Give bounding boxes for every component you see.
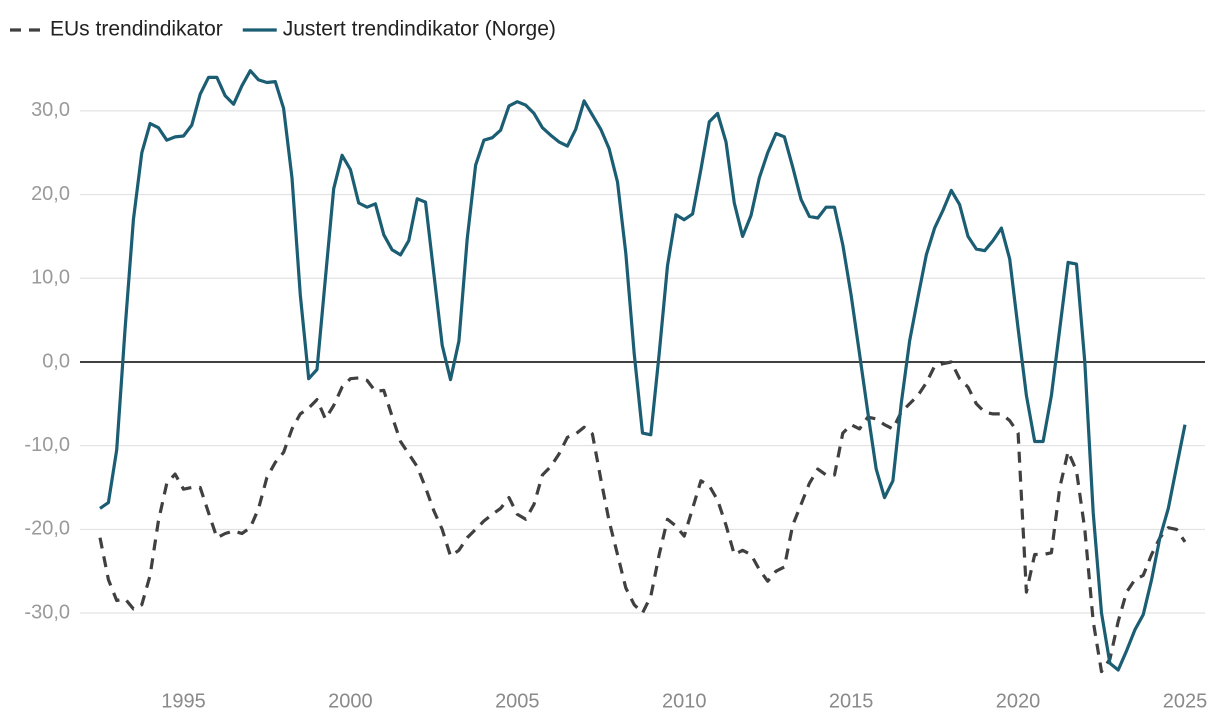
x-tick-label: 2015 [829,690,874,712]
legend-label: EUs trendindikator [50,18,223,41]
y-tick-label: 10,0 [31,267,70,289]
y-tick-label: -30,0 [24,601,70,623]
x-tick-label: 1995 [161,690,206,712]
x-tick-label: 2025 [1163,690,1208,712]
series-line [99,69,1187,672]
y-tick-label: 20,0 [31,183,70,205]
y-tick-label: -20,0 [24,518,70,540]
y-tick-label: 30,0 [31,99,70,121]
x-tick-label: 2020 [996,690,1041,712]
y-tick-label: 0,0 [42,350,70,372]
legend-label: Justert trendindikator (Norge) [283,18,556,41]
y-tick-label: -10,0 [24,434,70,456]
series-line [98,360,1187,674]
x-tick-label: 2000 [328,690,373,712]
x-tick-label: 2005 [495,690,540,712]
x-tick-label: 2010 [662,690,707,712]
